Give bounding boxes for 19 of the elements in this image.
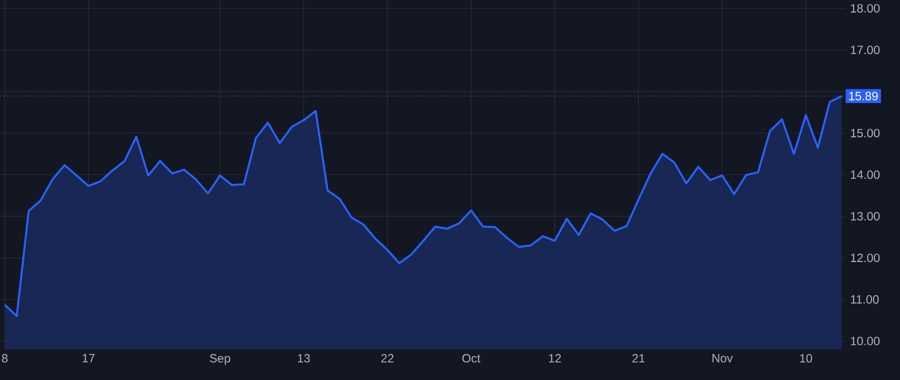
x-tick-label: 10 xyxy=(800,354,812,363)
y-tick-label: 14.00 xyxy=(850,170,880,179)
x-tick-label: 22 xyxy=(381,354,394,362)
y-tick-label: 13.00 xyxy=(850,212,880,220)
y-tick-label: 18.00 xyxy=(850,4,880,13)
x-tick-label: 8 xyxy=(2,354,8,363)
x-tick-label: Oct xyxy=(462,354,480,363)
x-tick-label: 12 xyxy=(549,354,561,362)
y-tick-label: 17.00 xyxy=(850,46,880,54)
x-tick-label: Nov xyxy=(712,354,733,362)
x-tick-label: 13 xyxy=(298,354,310,363)
y-tick-label: 10.00 xyxy=(850,336,880,346)
x-tick-label: Sep xyxy=(210,354,230,365)
x-tick-label: 17 xyxy=(82,354,95,362)
ref-line-label: 15.89 xyxy=(849,92,878,100)
x-tick-label: 21 xyxy=(632,354,645,362)
y-tick-label: 12.00 xyxy=(850,254,880,262)
y-tick-label: 15.00 xyxy=(850,128,880,138)
y-tick-label: 11.00 xyxy=(850,295,879,304)
